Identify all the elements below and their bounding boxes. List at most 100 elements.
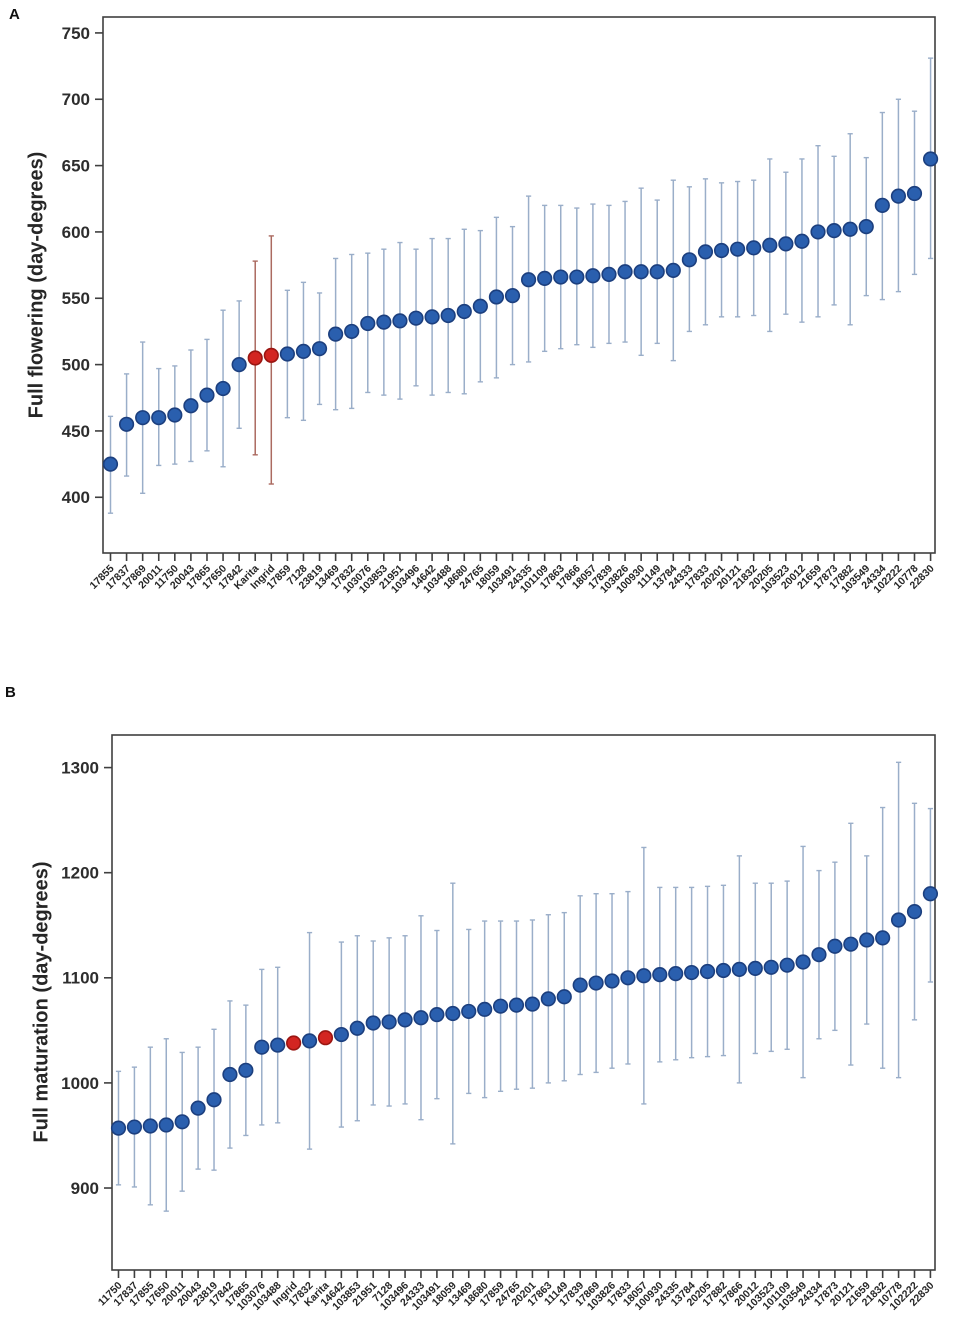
panel-b-data-point-17855 <box>142 1118 158 1134</box>
panel-b-data-point-100930 <box>652 967 668 983</box>
panel-a-y-tick-label: 750 <box>62 24 90 43</box>
panel-b-data-point-18680 <box>477 1001 493 1017</box>
panel-b-data-point-10778 <box>890 912 907 928</box>
panel-a-data-point-Karita <box>247 350 263 366</box>
panel-a-data-point-Ingrid <box>263 347 279 363</box>
panel-b-data-point-17863 <box>540 991 556 1007</box>
panel-a-data-point-20043 <box>183 398 199 414</box>
panel-b-data-point-21951 <box>365 1015 381 1031</box>
panel-b-data-point-20011 <box>174 1114 190 1130</box>
panel-a-data-point-103076 <box>360 315 376 332</box>
panel-b-data-point-20012 <box>747 960 763 976</box>
panel-b-data-point-14642 <box>333 1026 349 1043</box>
panel-a-data-point-103496 <box>408 310 424 326</box>
panel-b-data-point-20043 <box>190 1100 206 1116</box>
panel-a-data-point-20201 <box>713 242 730 259</box>
panel-b-plot-border <box>111 734 936 1271</box>
panel-b-data-point-103488 <box>270 1037 286 1053</box>
panel-b-data-point-21659 <box>859 932 875 948</box>
panel-a-data-point-100930 <box>633 264 649 280</box>
panel-b-data-point-17650 <box>158 1117 174 1133</box>
panel-a-data-point-14642 <box>424 309 440 325</box>
panel-a-y-tick-label: 450 <box>62 422 90 441</box>
panel-a-data-point-10778 <box>906 185 923 202</box>
panel-b-data-point-13784 <box>684 964 700 981</box>
panel-a-data-point-24765 <box>472 298 488 314</box>
panel-b-data-point-103853 <box>349 1020 365 1036</box>
panel-b-data-point-11750 <box>110 1120 127 1136</box>
panel-a-data-point-17873 <box>826 223 842 239</box>
panel-b-data-point-101109 <box>779 957 795 973</box>
panel-a-data-point-17837 <box>118 416 135 432</box>
panel-b-data-point-17882 <box>715 962 732 979</box>
panel-b-y-tick-label: 1000 <box>61 1074 99 1093</box>
panel-b-data-point-103549 <box>795 954 811 970</box>
panel-b-data-point-17866 <box>731 961 747 977</box>
panel-b-data-point-24334 <box>811 947 827 963</box>
panel-b-y-axis-title: Full maturation (day-degrees) <box>30 861 53 1143</box>
panel-a-y-tick-label: 700 <box>62 90 90 109</box>
panel-a-data-point-103523 <box>778 236 794 252</box>
panel-b-data-point-17842 <box>222 1066 238 1083</box>
panel-b-data-point-17839 <box>572 977 588 993</box>
panel-b-data-point-20121 <box>843 936 859 952</box>
panel-a-data-point-24335 <box>520 272 537 288</box>
panel-b-data-point-21832 <box>875 930 891 946</box>
panel-a-data-point-11750 <box>167 407 183 423</box>
panel-a-data-point-102222 <box>890 188 907 204</box>
panel-b-data-point-17873 <box>827 938 843 954</box>
panel-a-data-point-17882 <box>842 221 858 237</box>
panel-a-data-point-18057 <box>585 268 601 284</box>
panel-b-data-point-102222 <box>906 903 923 920</box>
panel-a-data-point-17869 <box>135 410 151 426</box>
panel-a-data-point-24333 <box>681 252 697 268</box>
panel-b-y-tick-label: 1300 <box>61 759 99 778</box>
panel-a-data-point-18680 <box>456 303 472 320</box>
panel-a-y-tick-label: 500 <box>62 356 90 375</box>
panel-b-data-point-103826 <box>604 973 620 989</box>
panel-a-y-tick-label: 550 <box>62 289 90 308</box>
panel-b-data-point-17865 <box>238 1062 254 1078</box>
panel-b-data-point-22830 <box>922 886 939 902</box>
panel-b-data-point-13469 <box>461 1003 477 1020</box>
panel-a-plot-border <box>102 16 936 554</box>
panel-a-data-point-21951 <box>392 313 408 329</box>
panel-a-data-point-103488 <box>440 307 456 324</box>
panel-a-data-point-20012 <box>794 233 810 249</box>
panel-b-data-point-18057 <box>636 968 652 984</box>
panel-b-data-point-20201 <box>524 996 541 1012</box>
panel-a-data-point-18059 <box>488 289 505 305</box>
panel-b-data-point-Ingrid <box>286 1035 302 1051</box>
panel-a-data-point-23819 <box>311 341 328 357</box>
panel-a-data-point-20205 <box>762 237 778 253</box>
panel-b-data-point-17833 <box>620 970 636 986</box>
panel-b-data-point-17837 <box>126 1119 143 1135</box>
panel-b-data-point-24333 <box>413 1010 429 1026</box>
panel-a-data-point-17865 <box>199 387 215 403</box>
panel-b-data-point-17832 <box>301 1033 318 1049</box>
panel-b-data-point-18059 <box>445 1005 461 1022</box>
panel-a-data-point-24334 <box>874 197 890 213</box>
panel-a-data-point-103549 <box>858 219 874 235</box>
panel-b-y-tick-label: 1200 <box>61 864 99 883</box>
panel-a-data-point-103853 <box>376 314 392 330</box>
panel-a-data-point-22830 <box>922 151 939 167</box>
panel-a-data-point-21659 <box>810 224 826 240</box>
panel-a-data-point-103491 <box>504 288 521 304</box>
panel-a-y-axis-title: Full flowering (day-degrees) <box>25 151 48 419</box>
panel-b-data-point-7128 <box>381 1014 397 1030</box>
panel-a-data-point-17833 <box>697 244 714 260</box>
panel-b-label: B <box>5 684 16 701</box>
panel-a-data-point-17855 <box>102 456 119 472</box>
panel-b-data-point-23819 <box>206 1092 222 1108</box>
panel-b-data-point-103523 <box>763 959 779 975</box>
panel-a-data-point-17842 <box>231 357 247 373</box>
panel-a-data-point-13469 <box>328 326 344 342</box>
panel-a-data-point-101109 <box>537 270 553 286</box>
panel-a-data-point-11149 <box>649 264 665 280</box>
panel-a-data-point-7128 <box>295 343 312 359</box>
panel-a-data-point-17863 <box>553 269 569 285</box>
panel-b-data-point-103491 <box>429 1006 445 1023</box>
